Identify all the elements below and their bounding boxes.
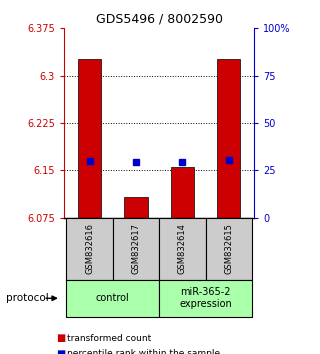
Text: GSM832616: GSM832616: [85, 223, 94, 274]
Text: GDS5496 / 8002590: GDS5496 / 8002590: [97, 12, 223, 25]
Bar: [217, 59, 240, 218]
Text: protocol: protocol: [6, 293, 49, 303]
Text: GSM832615: GSM832615: [224, 223, 233, 274]
Bar: [159, 218, 206, 280]
Text: miR-365-2
expression: miR-365-2 expression: [179, 287, 232, 309]
Bar: [66, 280, 159, 317]
Bar: [124, 197, 148, 218]
Bar: [113, 218, 159, 280]
Text: GSM832617: GSM832617: [132, 223, 140, 274]
Text: ■: ■: [56, 349, 65, 354]
Text: transformed count: transformed count: [67, 333, 151, 343]
Text: control: control: [96, 293, 130, 303]
Bar: [159, 280, 252, 317]
Bar: [78, 59, 101, 218]
Bar: [66, 218, 113, 280]
Text: ■: ■: [56, 333, 65, 343]
Text: GSM832614: GSM832614: [178, 223, 187, 274]
Bar: [206, 218, 252, 280]
Text: percentile rank within the sample: percentile rank within the sample: [67, 349, 220, 354]
Bar: [171, 167, 194, 218]
